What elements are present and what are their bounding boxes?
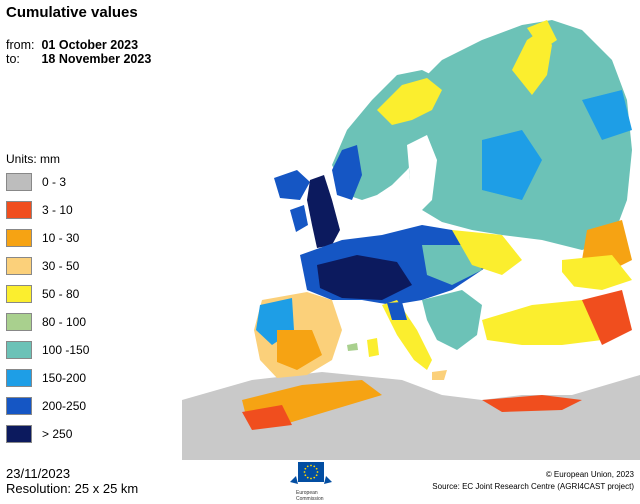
data-source: Source: EC Joint Research Centre (AGRI4C… — [432, 482, 634, 491]
balearic — [347, 343, 358, 351]
legend-item: 10 - 30 — [6, 224, 89, 252]
caucasus-north — [562, 255, 632, 290]
map-title: Cumulative values — [6, 4, 138, 21]
legend-item: > 250 — [6, 420, 89, 448]
ireland — [290, 205, 308, 232]
sardinia — [367, 338, 379, 357]
black-sea — [482, 270, 577, 305]
period-to: to: 18 November 2023 — [6, 52, 151, 66]
legend-swatch — [6, 425, 32, 443]
eu-star — [306, 465, 309, 468]
copyright: © European Union, 2023 — [545, 470, 634, 479]
legend-swatch — [6, 173, 32, 191]
eu-star — [315, 467, 318, 470]
eu-star — [313, 476, 316, 479]
eu-flag-icon — [298, 462, 324, 482]
resolution: Resolution: 25 x 25 km — [6, 481, 139, 496]
period-from: from: 01 October 2023 — [6, 38, 138, 52]
iceland — [274, 170, 310, 200]
legend-label: 0 - 3 — [42, 175, 67, 189]
sicily — [432, 370, 447, 380]
legend-item: 50 - 80 — [6, 280, 89, 308]
legend-label: 30 - 50 — [42, 259, 80, 273]
logo-text-line2: Commission — [296, 496, 324, 502]
to-date: 18 November 2023 — [41, 52, 152, 66]
eu-star — [315, 474, 318, 477]
to-label: to: — [6, 52, 20, 66]
baltic-sea — [402, 135, 437, 215]
legend-label: > 250 — [42, 427, 73, 441]
legend-swatch — [6, 397, 32, 415]
eu-star — [303, 471, 306, 473]
eu-stars-icon — [303, 464, 319, 480]
legend-item: 30 - 50 — [6, 252, 89, 280]
from-date: 01 October 2023 — [41, 38, 139, 52]
libya-egypt-coast — [482, 395, 582, 412]
legend-label: 100 -150 — [42, 343, 90, 357]
eu-star — [306, 476, 309, 479]
legend: 0 - 3 3 - 10 10 - 30 30 - 50 50 - 80 80 - 100… — [6, 168, 89, 448]
legend-swatch — [6, 257, 32, 275]
balkans — [422, 290, 482, 350]
eu-star — [316, 471, 319, 473]
legend-label: 50 - 80 — [42, 287, 80, 301]
precipitation-map — [182, 0, 640, 460]
great-britain — [307, 175, 340, 248]
logo-left-stripe — [290, 476, 298, 484]
logo-text-line1: European — [296, 490, 318, 496]
se-iberia-dry — [277, 330, 322, 370]
lapland-patch — [377, 78, 442, 125]
legend-swatch — [6, 341, 32, 359]
legend-label: 150-200 — [42, 371, 87, 385]
wet-patch-urals — [582, 90, 632, 140]
legend-item: 0 - 3 — [6, 168, 89, 196]
legend-label: 3 - 10 — [42, 203, 73, 217]
eu-star — [310, 464, 312, 467]
turkey — [482, 300, 612, 345]
north-italy-wet — [387, 302, 407, 320]
legend-item: 150-200 — [6, 364, 89, 392]
legend-swatch — [6, 313, 32, 331]
legend-label: 80 - 100 — [42, 315, 87, 329]
east-turkey-dry — [582, 290, 632, 345]
legend-item: 100 -150 — [6, 336, 89, 364]
issue-date: 23/11/2023 — [6, 466, 71, 481]
legend-swatch — [6, 285, 32, 303]
legend-label: 10 - 30 — [42, 231, 80, 245]
eu-star — [313, 465, 316, 468]
kola-patch — [527, 20, 557, 50]
legend-swatch — [6, 201, 32, 219]
france-germany-wet — [317, 255, 412, 300]
legend-swatch — [6, 229, 32, 247]
european-commission-logo — [290, 462, 332, 484]
legend-item: 200-250 — [6, 392, 89, 420]
eu-star — [304, 474, 307, 477]
logo-right-stripe — [324, 476, 332, 484]
logo-text: European Commission — [296, 490, 324, 502]
legend-label: 200-250 — [42, 399, 87, 413]
wet-patch-east — [482, 130, 542, 200]
eu-star — [304, 467, 307, 470]
legend-swatch — [6, 369, 32, 387]
ukraine-patch — [452, 230, 522, 275]
legend-item: 80 - 100 — [6, 308, 89, 336]
maghreb-dry — [242, 405, 292, 430]
legend-item: 3 - 10 — [6, 196, 89, 224]
eu-star — [310, 477, 312, 480]
from-label: from: — [6, 38, 35, 52]
legend-units: Units: mm — [6, 152, 60, 166]
west-norway-patch — [332, 145, 362, 200]
